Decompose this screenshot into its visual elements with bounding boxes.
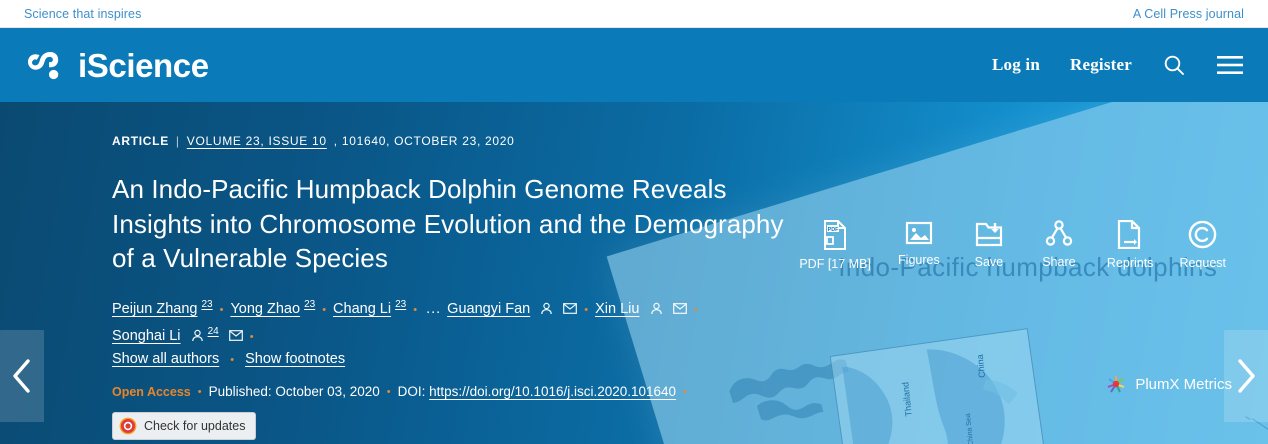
utility-topbar: Science that inspires A Cell Press journ… [0, 0, 1268, 28]
pdf-button[interactable]: PDF PDF [17 MB] [799, 220, 871, 271]
author-affiliation-sup[interactable]: 24 [207, 325, 219, 337]
figures-button[interactable]: Figures [897, 220, 941, 271]
svg-text:China: China [975, 354, 987, 378]
show-footnotes-link[interactable]: Show footnotes [245, 351, 346, 368]
search-icon[interactable] [1162, 53, 1186, 77]
svg-text:Thailand: Thailand [900, 382, 914, 417]
chevron-right-icon [1238, 359, 1255, 393]
plumx-metrics-link[interactable]: PlumX Metrics [1106, 374, 1232, 394]
iscience-swirl-logo-icon [27, 52, 59, 80]
pub-bullet: • [197, 385, 202, 398]
author-item: Peijun Zhang 23 [112, 296, 213, 323]
copyright-icon [1188, 220, 1217, 249]
open-access-badge: Open Access [112, 384, 191, 399]
article-type: ARTICLE [112, 134, 169, 148]
article-hero: Thailand China South China Sea [0, 102, 1268, 444]
meta-separator: | [175, 134, 180, 148]
study-area-map: Thailand China South China Sea [829, 328, 1051, 444]
figures-image-icon [905, 221, 932, 245]
author-affiliation-sup[interactable]: 23 [304, 298, 316, 310]
author-profile-icon[interactable] [191, 329, 204, 342]
author-email-icon[interactable] [672, 303, 687, 315]
show-all-authors-link[interactable]: Show all authors [112, 351, 220, 368]
plumx-label: PlumX Metrics [1135, 375, 1232, 393]
save-folder-icon [975, 222, 1002, 247]
author-email-icon[interactable] [228, 330, 243, 342]
page-title: An Indo-Pacific Humpback Dolphin Genome … [112, 174, 784, 274]
author-item: Yong Zhao 23 [230, 296, 315, 323]
map-coastline-icon: Thailand China South China Sea [842, 349, 1018, 444]
published-date: Published: October 03, 2020 [208, 384, 380, 400]
author-item: Xin Liu [595, 296, 687, 323]
author-bullet: • [322, 303, 327, 316]
author-affiliation-sup[interactable]: 23 [395, 298, 407, 310]
phylogenetic-tree-icon [1245, 416, 1268, 444]
author-bullet: • [249, 330, 254, 343]
author-name[interactable]: Songhai Li [112, 327, 181, 344]
svg-text:PDF: PDF [828, 227, 839, 233]
author-profile-icon[interactable] [650, 302, 663, 315]
author-item: Guangyi Fan [447, 296, 578, 323]
author-name[interactable]: Xin Liu [595, 300, 640, 317]
author-item: Chang Li 23 [333, 296, 406, 323]
brand-logo[interactable]: iScience [26, 46, 209, 84]
figures-label: Figures [898, 253, 940, 267]
article-meta: ARTICLE | VOLUME 23, ISSUE 10 , 101640, … [112, 134, 790, 148]
save-button[interactable]: Save [967, 220, 1011, 271]
article-action-toolbar: PDF PDF [17 MB] Figures Save [799, 220, 1226, 271]
carousel-next-button[interactable] [1224, 330, 1268, 422]
publication-info: Open Access • Published: October 03, 202… [112, 384, 790, 399]
plumx-burst-icon [1107, 376, 1125, 393]
save-label: Save [974, 255, 1004, 269]
tagline-link[interactable]: Science that inspires [24, 6, 142, 21]
author-toggles: Show all authors • Show footnotes [112, 351, 790, 367]
share-button[interactable]: Share [1037, 220, 1081, 271]
author-bullet: • [584, 303, 589, 316]
share-nodes-icon [1045, 220, 1073, 246]
author-name[interactable]: Peijun Zhang [112, 300, 198, 317]
toggle-bullet: • [230, 354, 235, 367]
doi-label: DOI: [397, 384, 426, 400]
reprints-documents-icon [1118, 220, 1141, 249]
login-link[interactable]: Log in [992, 55, 1040, 74]
author-profile-icon[interactable] [540, 302, 553, 315]
volume-issue-link[interactable]: VOLUME 23, ISSUE 10 [186, 134, 327, 148]
site-header: iScience Log in Register [0, 28, 1268, 106]
hamburger-menu-icon[interactable] [1216, 54, 1244, 76]
reprints-button[interactable]: Reprints [1106, 220, 1154, 271]
chevron-left-icon [13, 359, 30, 393]
author-bullet: • [413, 303, 418, 316]
author-list: Peijun Zhang 23 • Yong Zhao 23 • Chang Li 2… [112, 296, 790, 350]
register-link[interactable]: Register [1069, 55, 1132, 74]
share-label: Share [1042, 255, 1076, 269]
brand-name: iScience [78, 46, 209, 84]
header-nav: Log in Register [992, 53, 1244, 77]
author-name[interactable]: Chang Li [333, 300, 392, 317]
author-name[interactable]: Yong Zhao [230, 300, 301, 317]
author-name[interactable]: Guangyi Fan [447, 300, 531, 317]
author-item: Songhai Li 24 [112, 323, 243, 350]
authors-ellipsis: ... [426, 300, 442, 317]
author-bullet: • [219, 303, 224, 316]
pdf-label: PDF [17 MB] [799, 257, 871, 271]
author-affiliation-sup[interactable]: 23 [201, 298, 213, 310]
publisher-link[interactable]: A Cell Press journal [1132, 6, 1244, 21]
pub-bullet: • [386, 385, 391, 398]
graphical-abstract-artwork: Thailand China South China Sea [606, 102, 1268, 444]
crossmark-icon [119, 417, 137, 435]
author-email-icon[interactable] [563, 303, 578, 315]
world-map-icon [729, 359, 849, 421]
reprints-label: Reprints [1106, 256, 1154, 270]
pdf-icon: PDF [824, 220, 847, 250]
crossmark-label: Check for updates [144, 419, 246, 434]
crossmark-badge[interactable]: Check for updates [112, 412, 257, 441]
carousel-prev-button[interactable] [0, 330, 44, 422]
author-bullet: • [693, 303, 698, 316]
pub-bullet: • [683, 385, 687, 398]
doi-link[interactable]: https://doi.org/10.1016/j.isci.2020.1016… [429, 384, 677, 400]
request-button[interactable]: Request [1179, 220, 1226, 271]
article-meta-rest: , 101640, OCTOBER 23, 2020 [333, 134, 515, 148]
request-label: Request [1179, 256, 1226, 270]
article-content: ARTICLE | VOLUME 23, ISSUE 10 , 101640, … [0, 102, 790, 441]
